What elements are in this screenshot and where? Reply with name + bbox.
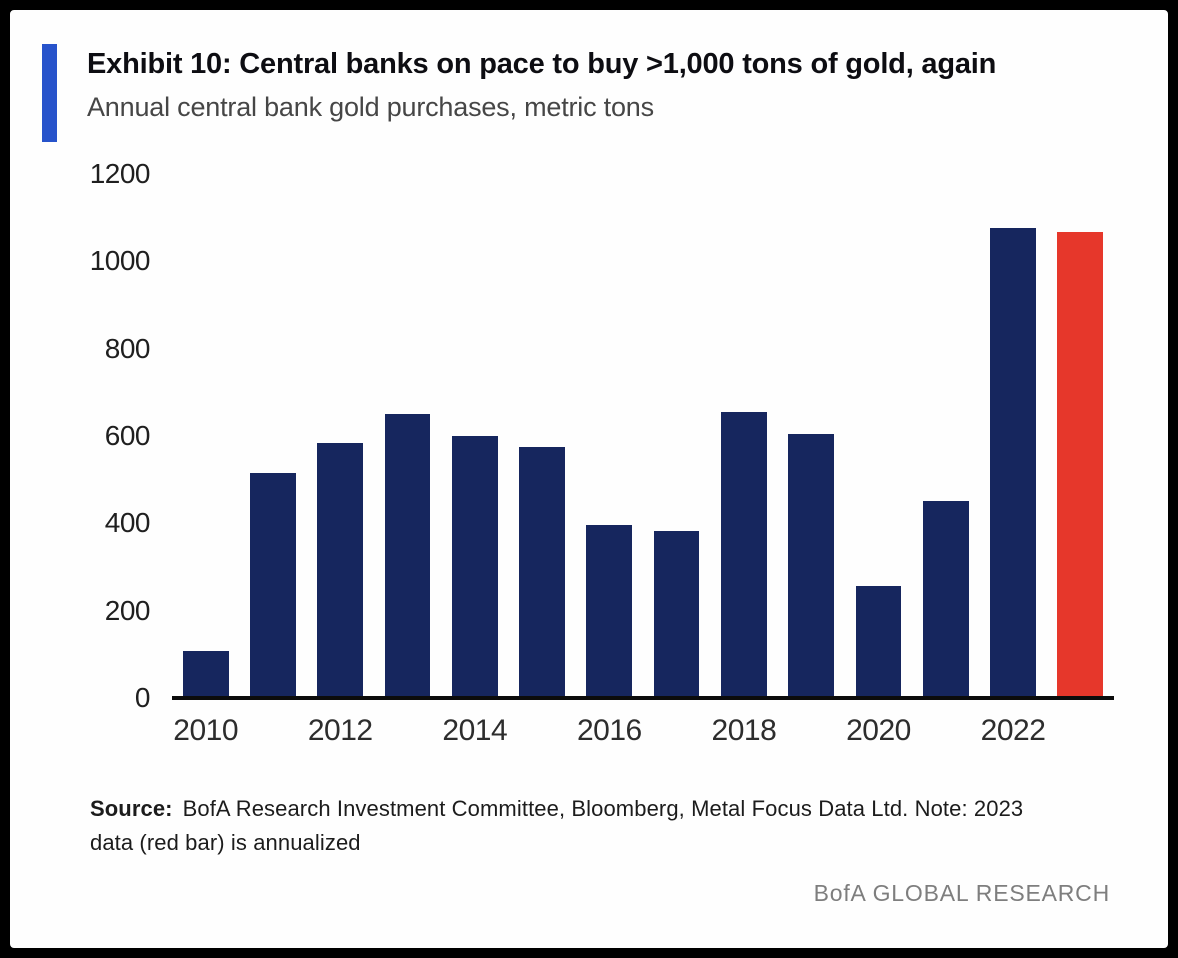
x-tick-label-2018: 2018 <box>711 714 777 747</box>
bar-2011 <box>250 472 296 696</box>
bar-slot-2014 <box>441 176 508 696</box>
x-tick-label-2014: 2014 <box>442 714 508 747</box>
source-label: Source: <box>90 796 173 821</box>
x-tick-empty <box>778 714 845 748</box>
x-tick-empty <box>508 714 575 748</box>
bar-2012 <box>317 442 364 696</box>
x-tick-label-2022: 2022 <box>980 714 1046 747</box>
bar-2013 <box>384 414 431 696</box>
bar-2015 <box>519 446 565 696</box>
bar-slot-2013 <box>374 176 441 696</box>
bar-2022 <box>990 228 1036 696</box>
bar-slot-2021 <box>912 176 979 696</box>
chart-header: Exhibit 10: Central banks on pace to buy… <box>42 40 1128 142</box>
x-tick-empty <box>239 714 306 748</box>
chart-subtitle: Annual central bank gold purchases, metr… <box>87 92 654 123</box>
x-tick-label-2020: 2020 <box>846 714 911 747</box>
y-tick-label-1200: 1200 <box>89 158 151 189</box>
bar-slot-2023 <box>1047 176 1114 696</box>
brand-text: BofA GLOBAL RESEARCH <box>813 880 1110 907</box>
x-tick-empty <box>643 714 710 748</box>
bar-slot-2020 <box>845 176 912 696</box>
source-note: Source: BofA Research Investment Committe… <box>90 792 1070 860</box>
y-axis: 0 200 400 600 800 1000 1200 <box>54 158 172 713</box>
y-tick-label-400: 400 <box>104 507 151 539</box>
bar-slot-2019 <box>778 176 845 696</box>
bar-2016 <box>586 524 633 696</box>
y-tick-label-600: 600 <box>104 420 151 451</box>
bar-chart: 0 200 400 600 800 1000 1200 2010 2012 2014 2016 20… <box>54 158 1114 748</box>
bar-slot-2022 <box>979 176 1046 696</box>
accent-bar <box>42 44 57 142</box>
x-tick-empty <box>1047 714 1114 748</box>
y-tick-label-1000: 1000 <box>89 245 151 277</box>
bar-2023 <box>1057 232 1104 696</box>
bar-slot-2016 <box>576 176 643 696</box>
bar-slot-2011 <box>239 176 306 696</box>
y-tick-label-0: 0 <box>134 682 151 713</box>
x-axis: 2010 2012 2014 2016 2018 2020 2022 <box>172 714 1114 748</box>
footer: Source: BofA Research Investment Committe… <box>42 792 1128 907</box>
bar-2018 <box>721 412 767 696</box>
bar-2017 <box>653 531 700 696</box>
header-text: Exhibit 10: Central banks on pace to buy… <box>87 40 996 142</box>
bar-2021 <box>922 501 969 696</box>
plot-area <box>172 176 1114 700</box>
x-tick-label-2012: 2012 <box>307 714 373 747</box>
y-tick-label-200: 200 <box>104 594 151 626</box>
x-tick-label-2016: 2016 <box>576 714 642 747</box>
bar-2010 <box>182 650 229 696</box>
bar-2014 <box>451 436 498 696</box>
chart-title: Exhibit 10: Central banks on pace to buy… <box>87 48 997 80</box>
bars <box>172 176 1114 696</box>
x-tick-label-2010: 2010 <box>173 714 239 747</box>
bar-slot-2017 <box>643 176 710 696</box>
y-tick-label-800: 800 <box>104 332 151 364</box>
bar-slot-2018 <box>710 176 777 696</box>
bar-2020 <box>855 585 902 696</box>
bar-2019 <box>788 433 835 696</box>
x-tick-empty <box>374 714 441 748</box>
bar-slot-2015 <box>508 176 575 696</box>
source-text: BofA Research Investment Committee, Bloo… <box>90 796 1024 856</box>
x-tick-empty <box>912 714 979 748</box>
bar-slot-2010 <box>172 176 239 696</box>
bar-slot-2012 <box>307 176 374 696</box>
